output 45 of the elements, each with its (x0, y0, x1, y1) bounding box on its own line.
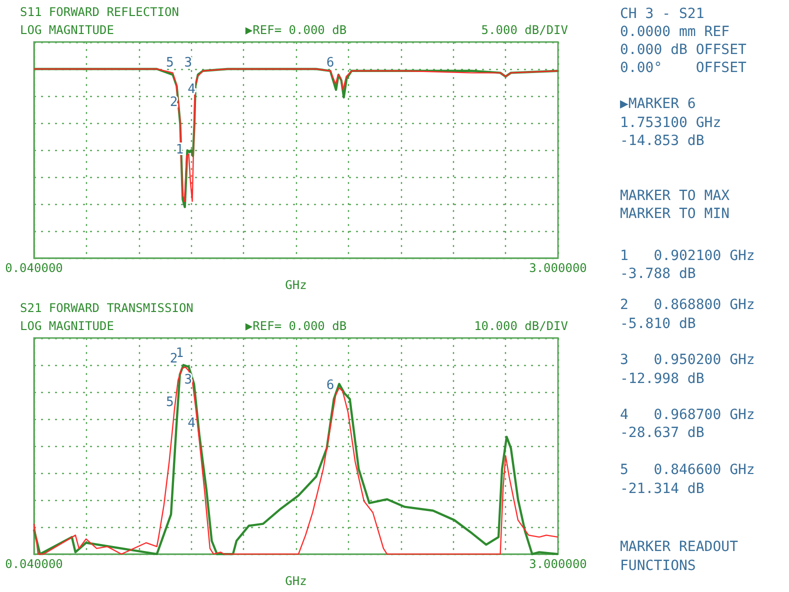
text: -3.788 dB (620, 266, 696, 282)
annotation: 6 (326, 378, 334, 393)
chart-title: S11 FORWARD REFLECTION (20, 5, 179, 19)
text: 0.0000 mm REF (620, 24, 730, 40)
x-tick-label: 3.000000 (529, 261, 587, 276)
text: 5 0.846600 GHz (620, 462, 755, 478)
text: ▶REF= 0.000 dB (245, 319, 347, 333)
annotation: 5 (166, 394, 174, 410)
text: -5.810 dB (620, 316, 696, 332)
text: MARKER TO MIN (620, 206, 730, 222)
text: 10.000 dB/DIV (474, 319, 568, 333)
text: MARKER TO MAX (620, 188, 730, 204)
annotation: 1 (176, 346, 184, 361)
x-tick-label: 0.040000 (5, 557, 63, 572)
x-axis-title: GHz (285, 278, 307, 292)
x-axis-title: GHz (285, 574, 307, 588)
text: 3 0.950200 GHz (620, 352, 755, 368)
text: 0.000 dB OFFSET (620, 42, 746, 58)
annotation: 6 (326, 55, 334, 70)
annotation: 4 (188, 416, 196, 431)
x-tick-label: 3.000000 (529, 557, 587, 572)
text: ▶MARKER 6 (620, 96, 696, 112)
text: -14.853 dB (620, 133, 704, 149)
annotation: 5 (166, 55, 174, 70)
text: 4 0.968700 GHz (620, 407, 755, 423)
text: 5.000 dB/DIV (481, 23, 568, 37)
text: ▶REF= 0.000 dB (245, 23, 347, 37)
chart-title: S21 FORWARD TRANSMISSION (20, 301, 194, 315)
annotation: 3 (184, 55, 192, 70)
text: 1.753100 GHz (620, 115, 722, 131)
x-tick-label: 0.040000 (5, 261, 63, 276)
chart-subtitle: LOG MAGNITUDE (20, 23, 114, 37)
annotation: 3 (184, 372, 192, 388)
text: -28.637 dB (620, 425, 704, 441)
annotation: 2 (170, 351, 178, 366)
text: -12.998 dB (620, 371, 704, 387)
text: -21.314 dB (620, 481, 704, 497)
text: 2 0.868800 GHz (620, 297, 755, 313)
chart-subtitle: LOG MAGNITUDE (20, 319, 114, 333)
text: FUNCTIONS (620, 558, 696, 574)
text: 0.00° OFFSET (620, 60, 746, 76)
text: 1 0.902100 GHz (620, 248, 755, 264)
text: MARKER READOUT (620, 539, 738, 555)
text: CH 3 - S21 (620, 6, 704, 22)
annotation: 2 (170, 95, 178, 110)
